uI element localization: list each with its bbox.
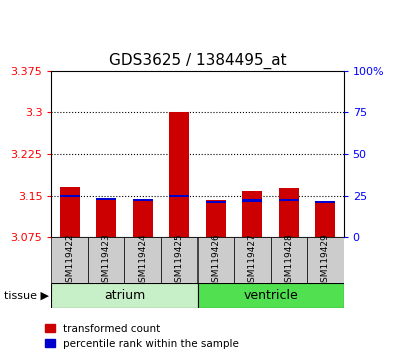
Bar <box>198 237 234 283</box>
Title: GDS3625 / 1384495_at: GDS3625 / 1384495_at <box>109 53 286 69</box>
Bar <box>271 237 307 283</box>
Bar <box>242 191 262 237</box>
Text: GSM119424: GSM119424 <box>138 233 147 287</box>
Text: GSM119427: GSM119427 <box>248 233 257 287</box>
Bar <box>279 199 299 201</box>
Bar <box>242 199 262 202</box>
Bar <box>133 201 153 237</box>
Bar <box>315 201 335 237</box>
Bar <box>279 188 299 237</box>
Bar <box>60 195 80 197</box>
Bar <box>51 237 88 283</box>
Legend: transformed count, percentile rank within the sample: transformed count, percentile rank withi… <box>45 324 239 349</box>
Bar <box>198 283 344 308</box>
Bar <box>169 113 189 237</box>
Text: GSM119428: GSM119428 <box>284 233 293 287</box>
Bar <box>60 187 80 237</box>
Bar <box>315 201 335 203</box>
Bar <box>234 237 271 283</box>
Text: GSM119425: GSM119425 <box>175 233 184 287</box>
Bar <box>96 198 116 200</box>
Text: ventricle: ventricle <box>243 289 298 302</box>
Text: atrium: atrium <box>104 289 145 302</box>
Bar <box>206 200 226 237</box>
Bar <box>124 237 161 283</box>
Text: GSM119423: GSM119423 <box>102 233 111 287</box>
Text: GSM119426: GSM119426 <box>211 233 220 287</box>
Text: GSM119422: GSM119422 <box>65 233 74 287</box>
Bar <box>307 237 344 283</box>
Bar <box>88 237 124 283</box>
Text: tissue ▶: tissue ▶ <box>4 291 49 301</box>
Bar <box>51 283 198 308</box>
Bar <box>206 201 226 203</box>
Bar <box>169 195 189 197</box>
Bar <box>133 199 153 201</box>
Text: GSM119429: GSM119429 <box>321 233 330 287</box>
Bar <box>96 199 116 237</box>
Bar <box>161 237 198 283</box>
